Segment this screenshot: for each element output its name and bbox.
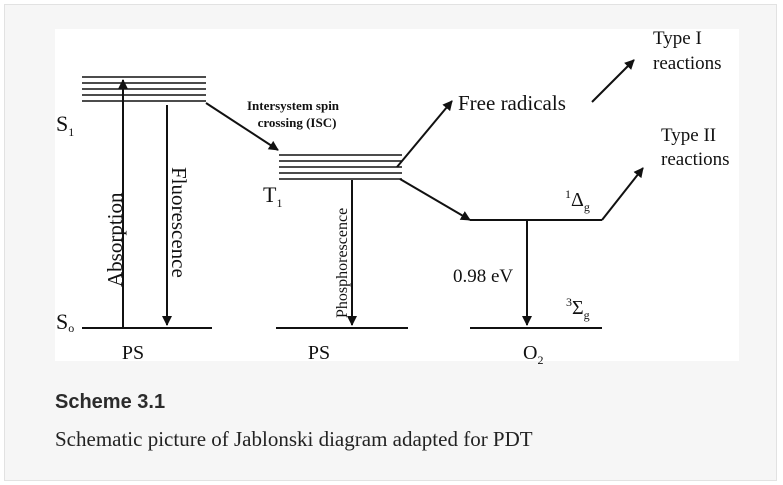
free-radicals-arrow [396, 100, 453, 168]
t1-levels [279, 154, 402, 180]
type2-label-line2: reactions [661, 149, 730, 170]
type1-label-line1: Type I [653, 28, 702, 49]
energy-gap-label: 0.98 eV [453, 266, 513, 287]
s1-levels [82, 76, 206, 102]
type2-arrow [601, 167, 644, 221]
isc-label-line1: Intersystem spin [247, 98, 340, 113]
phosphorescence-label: Phosphorescence [334, 208, 351, 318]
caption-text: Schematic picture of Jablonski diagram a… [55, 427, 533, 451]
type2-label-line1: Type II [661, 125, 716, 146]
fluorescence-label: Fluorescence [167, 167, 191, 278]
singlet-delta-label: 1Δg [565, 187, 590, 214]
type1-label-line2: reactions [653, 53, 722, 74]
isc-label-line2: crossing (ISC) [258, 115, 337, 130]
ps-middle-label: PS [308, 342, 330, 364]
absorption-label: Absorption [103, 192, 127, 287]
triplet-sigma-label: 3Σg [566, 295, 590, 322]
s0-label: So [56, 309, 74, 335]
free-radicals-label: Free radicals [458, 91, 566, 115]
ps-left-label: PS [122, 342, 144, 364]
isc-arrow [205, 102, 279, 151]
o2-label: O2 [523, 342, 543, 367]
energy-transfer-arrow [399, 178, 471, 221]
s1-label: S1 [56, 111, 74, 139]
figure-image-area [55, 29, 739, 361]
t1-label: T1 [263, 182, 282, 210]
type1-arrow [591, 59, 635, 103]
caption-title: Scheme 3.1 [55, 391, 166, 413]
